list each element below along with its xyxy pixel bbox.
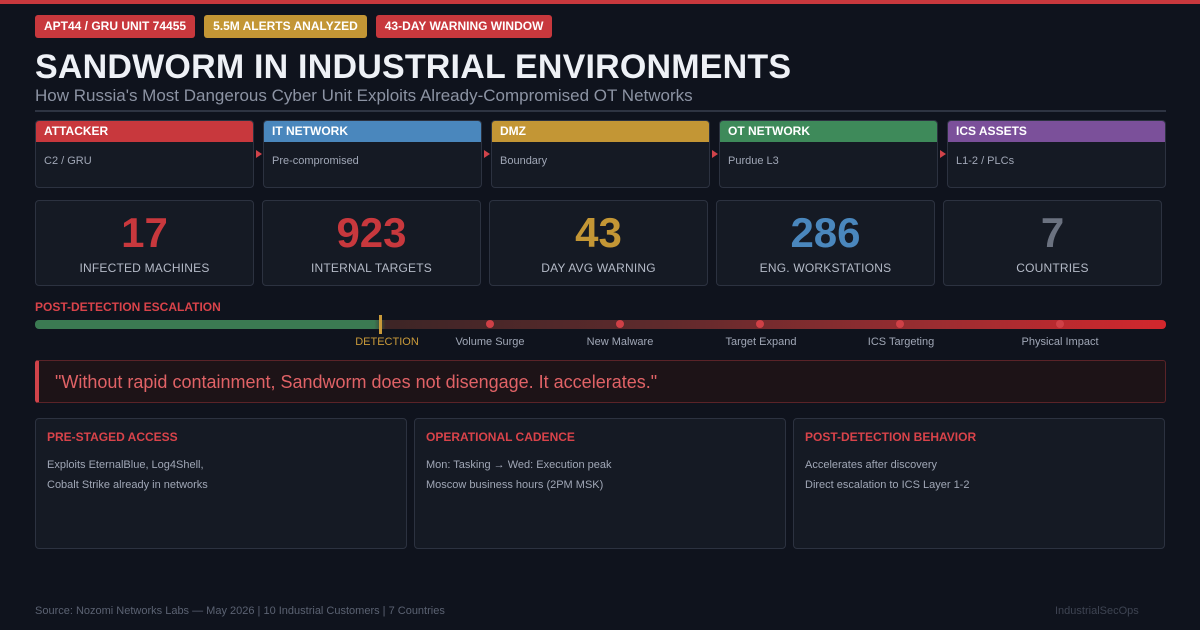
detection-label: DETECTION [355,336,419,348]
stat-value: 7 [1040,209,1065,256]
chain-node-sub: Pre-compromised [272,155,359,167]
stage-label-volume-surge: Volume Surge [455,336,525,348]
page-subtitle: How Russia's Most Dangerous Cyber Unit E… [35,86,693,105]
card-operational-cadence: OPERATIONAL CADENCE Mon: Tasking → Wed: … [414,418,786,549]
chain-arrow-icon [712,150,718,158]
chain-node-sub: C2 / GRU [44,155,92,167]
card-line: Exploits EternalBlue, Log4Shell, [47,459,204,471]
stat-label: INFECTED MACHINES [79,261,210,275]
stage-dot [486,320,494,328]
card-line: Accelerates after discovery [805,459,938,471]
chain-node-label: IT NETWORK [264,121,481,142]
chain-node-label: DMZ [492,121,709,142]
chain-node-label: ICS ASSETS [948,121,1165,142]
network-chain: ATTACKER C2 / GRU IT NETWORK Pre-comprom… [35,120,1166,188]
source-footer: Source: Nozomi Networks Labs — May 2026 … [35,605,445,617]
stat-value: 286 [790,209,861,256]
brand-watermark: IndustrialSecOps [1055,605,1139,617]
quote-callout: "Without rapid containment, Sandworm doe… [35,360,1166,403]
stat-infected-machines: 17 INFECTED MACHINES [35,200,254,286]
stat-value: 17 [121,209,168,256]
chain-node-attacker: ATTACKER C2 / GRU [35,120,254,188]
chain-node-ics-assets: ICS ASSETS L1-2 / PLCs [947,120,1166,188]
stage-dot [896,320,904,328]
chain-node-it-network: IT NETWORK Pre-compromised [263,120,482,188]
chain-node-label: OT NETWORK [720,121,937,142]
badge-alerts: 5.5M ALERTS ANALYZED [204,15,367,38]
card-line: Cobalt Strike already in networks [47,479,208,491]
stat-day-avg-warning: 43 DAY AVG WARNING [489,200,708,286]
escalation-bar [35,320,1166,329]
stat-countries: 7 COUNTRIES [943,200,1162,286]
chain-node-dmz: DMZ Boundary [491,120,710,188]
card-pre-staged-access: PRE-STAGED ACCESS Exploits EternalBlue, … [35,418,407,549]
stat-label: COUNTRIES [1016,261,1089,275]
chain-arrow-icon [484,150,490,158]
chain-node-sub: Purdue L3 [728,155,779,167]
card-line: Moscow business hours (2PM MSK) [426,479,604,491]
chain-node-label: ATTACKER [36,121,253,142]
stat-internal-targets: 923 INTERNAL TARGETS [262,200,481,286]
chain-node-ot-network: OT NETWORK Purdue L3 [719,120,938,188]
stage-dot [756,320,764,328]
header-divider [35,110,1166,112]
card-title: POST-DETECTION BEHAVIOR [805,430,977,444]
chain-arrow-icon [940,150,946,158]
badge-row: APT44 / GRU UNIT 74455 5.5M ALERTS ANALY… [35,15,553,38]
stat-label: DAY AVG WARNING [541,261,656,275]
stat-eng-workstations: 286 ENG. WORKSTATIONS [716,200,935,286]
badge-warning-window: 43-DAY WARNING WINDOW [375,15,553,38]
stat-value: 923 [336,209,407,256]
stage-label-ics-targeting: ICS Targeting [867,336,935,348]
card-line: Mon: Tasking → Wed: Execution peak [426,459,612,471]
stage-label-physical-impact: Physical Impact [1021,336,1099,348]
stage-dot [1056,320,1064,328]
detection-marker [379,315,382,334]
chain-node-sub: L1-2 / PLCs [956,155,1015,167]
stat-label: INTERNAL TARGETS [311,261,432,275]
stage-dot [616,320,624,328]
escalation-title: POST-DETECTION ESCALATION [35,300,221,314]
stage-label-target-expand: Target Expand [725,336,797,348]
chain-arrow-icon [256,150,262,158]
badge-apt44: APT44 / GRU UNIT 74455 [35,15,196,38]
stat-label: ENG. WORKSTATIONS [759,261,892,275]
page-title: SANDWORM IN INDUSTRIAL ENVIRONMENTS [35,48,792,86]
top-accent-bar [0,0,1200,4]
stat-value: 43 [575,209,622,256]
card-line: Direct escalation to ICS Layer 1-2 [805,479,970,491]
card-title: PRE-STAGED ACCESS [47,430,178,444]
chain-node-sub: Boundary [500,155,548,167]
card-post-detection-behavior: POST-DETECTION BEHAVIOR Accelerates afte… [793,418,1165,549]
card-title: OPERATIONAL CADENCE [426,430,575,444]
stage-label-new-malware: New Malware [586,336,654,348]
